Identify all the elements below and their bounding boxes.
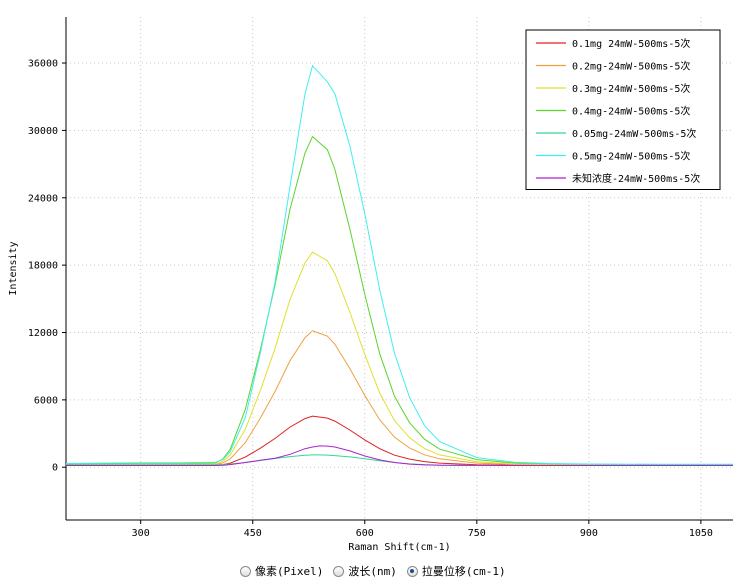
legend: 0.1mg 24mW-500ms-5次 0.2mg-24mW-500ms-5次 0.… <box>525 29 721 190</box>
x-tick-label: 750 <box>468 528 486 539</box>
x-axis-label: Raman Shift(cm-1) <box>348 542 450 553</box>
radio-label: 像素(Pixel) <box>255 565 324 578</box>
legend-label: 0.2mg-24mW-500ms-5次 <box>572 60 690 73</box>
data-line <box>65 330 733 466</box>
y-tick-label: 0 <box>52 463 58 474</box>
radio-option[interactable]: 波长(nm) <box>333 563 397 579</box>
radio-button[interactable] <box>333 565 345 577</box>
x-tick-label: 900 <box>580 528 598 539</box>
x-tick-label: 450 <box>244 528 262 539</box>
chart: 0 6000 12000 18000 24000 30000 36000 300 450 600 7… <box>8 17 733 553</box>
x-tick-label: 300 <box>132 528 150 539</box>
radio-option[interactable]: 像素(Pixel) <box>240 563 323 579</box>
y-tick-label: 30000 <box>28 126 58 137</box>
legend-label: 0.5mg-24mW-500ms-5次 <box>572 150 690 163</box>
data-line <box>66 445 733 466</box>
legend-label: 0.4mg-24mW-500ms-5次 <box>572 105 690 118</box>
legend-label: 0.05mg-24mW-500ms-5次 <box>572 127 696 140</box>
radio-group: 像素(Pixel) 波长(nm) 拉曼位移(cm-1) <box>240 563 506 579</box>
radio-button[interactable] <box>406 565 418 577</box>
radio-label: 拉曼位移(cm-1) <box>421 565 506 578</box>
radio-label: 波长(nm) <box>348 565 397 578</box>
radio-option[interactable]: 拉曼位移(cm-1) <box>406 563 506 579</box>
y-tick-label: 24000 <box>28 193 58 204</box>
legend-label: 0.3mg-24mW-500ms-5次 <box>572 82 690 95</box>
y-tick-label: 36000 <box>28 59 58 70</box>
x-tick-label: 1050 <box>689 528 713 539</box>
data-line <box>65 64 733 465</box>
y-axis-label: Intensity <box>8 241 19 295</box>
y-tick-label: 18000 <box>28 261 58 272</box>
legend-label: 未知浓度-24mW-500ms-5次 <box>572 172 700 185</box>
legend-box <box>525 29 721 190</box>
legend-label: 0.1mg 24mW-500ms-5次 <box>572 37 690 50</box>
radio-button[interactable] <box>240 565 251 577</box>
y-tick-label: 12000 <box>28 328 58 339</box>
x-tick-label: 600 <box>356 528 374 539</box>
data-line <box>65 251 733 466</box>
y-tick-label: 6000 <box>34 395 58 406</box>
